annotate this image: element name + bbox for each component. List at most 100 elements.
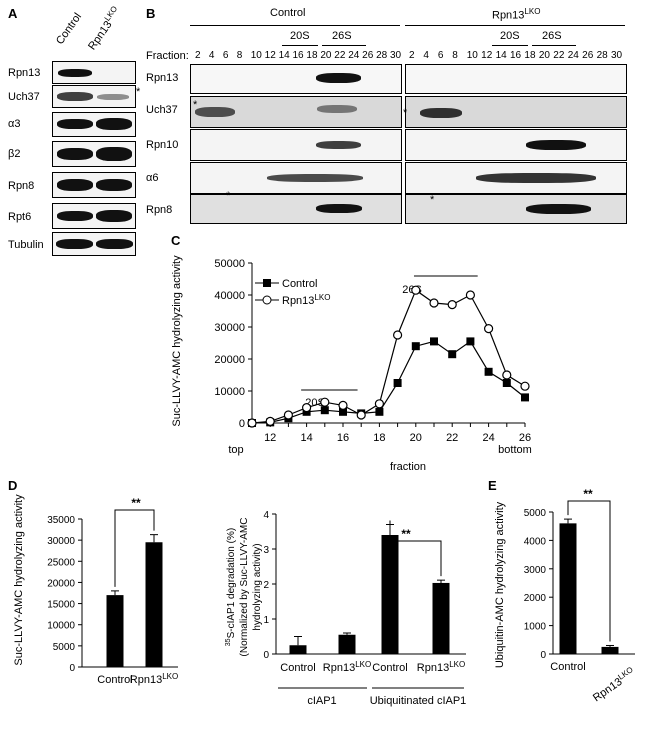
panel-label-a: A — [8, 6, 18, 21]
panel-e-ytick-label: 3000 — [524, 565, 547, 576]
panel-c-point-rpn13lko — [356, 410, 366, 420]
panel-c-top-label: top — [228, 444, 243, 456]
panel-d2-ytick-label: 4 — [263, 510, 269, 521]
panel-c-series-line-0 — [251, 340, 526, 424]
panel-d1-cat-control: Control — [97, 674, 132, 686]
panel-d2-cat-1: Rpn13LKO — [323, 660, 371, 674]
panel-a-blot-rpn13 — [52, 61, 136, 84]
panel-d2-cat-3: Rpn13LKO — [417, 660, 465, 674]
panel-c-bottom-label: bottom — [498, 444, 532, 456]
panel-c-legend-control: Control — [282, 278, 317, 290]
panel-e-bar — [601, 646, 619, 654]
panel-e-ytick-label: 1000 — [524, 622, 547, 633]
panel-b-sub-26s-right: 26S — [542, 30, 562, 42]
panel-c-xtick-label: 14 — [300, 432, 312, 444]
panel-d2-group-ciap1: cIAP1 — [307, 695, 336, 707]
panel-b-blot-alpha6-control — [190, 162, 402, 194]
panel-e-cat-control: Control — [550, 661, 585, 673]
panel-b-blot-rpn13-rpn13lko — [405, 64, 627, 94]
panel-c-point-control — [484, 367, 493, 376]
panel-a-star: * — [136, 86, 141, 98]
panel-e-ylabel: Ubiquitin-AMC hydrolyzing activity — [494, 501, 506, 668]
panel-e-ytick-label: 5000 — [524, 508, 547, 519]
panel-b-fraction-number: 24 — [348, 50, 360, 61]
panel-b-fraction-number: 22 — [334, 50, 346, 61]
panel-label-c: C — [171, 233, 181, 248]
panel-b-fraction-number: 6 — [222, 50, 229, 61]
panel-b-fraction-number: 8 — [236, 50, 243, 61]
panel-b-fraction-number: 2 — [409, 50, 415, 61]
panel-c-point-rpn13lko — [320, 397, 330, 407]
panel-b-blot-rpn10-rpn13lko — [405, 129, 627, 161]
panel-b-fraction-number: 18 — [306, 50, 318, 61]
panel-a-blot-alpha3 — [52, 112, 136, 137]
panel-b-fraction-number: 20 — [320, 50, 332, 61]
panel-b-star-rpn8-control: * — [226, 190, 231, 202]
panel-d2-cat-0: Control — [280, 662, 315, 674]
panel-b-star-rpn8-rpn13lko: * — [430, 194, 435, 206]
panel-b-sub-20s-left: 20S — [290, 30, 310, 42]
panel-c-xtick-label: 26 — [519, 432, 531, 444]
panel-d1-ytick-label: 25000 — [47, 557, 75, 568]
panel-a-blot-beta2 — [52, 141, 136, 167]
panel-b-fraction-number: 8 — [452, 50, 458, 61]
panel-d2-ylabel-line1: 35S-cIAP1 degradation (%) — [225, 528, 237, 646]
panel-c-series-line-1 — [251, 289, 526, 424]
panel-d1-cat-rpn13lko: Rpn13LKO — [130, 672, 178, 686]
panel-b: Control Rpn13LKO 20S 26S 20S 26S Fractio… — [0, 0, 649, 230]
panel-c-point-rpn13lko — [302, 403, 312, 413]
panel-c-xtick-label: 16 — [337, 432, 349, 444]
panel-c-legend-marker-control — [263, 279, 271, 287]
panel-a-row-uch37: Uch37 — [8, 91, 40, 103]
panel-d1-ytick-label: 35000 — [47, 515, 75, 526]
panel-b-row-alpha6: α6 — [146, 172, 159, 184]
panel-d2-ylabel-line3: hydrolyzing activity) — [252, 543, 263, 630]
panel-b-bracket-control — [190, 25, 400, 26]
panel-c-point-rpn13lko — [393, 330, 403, 340]
panel-b-fraction-number: 16 — [292, 50, 304, 61]
panel-c-xtick-label: 18 — [373, 432, 385, 444]
panel-b-row-rpn10: Rpn10 — [146, 139, 179, 151]
panel-b-row-rpn13: Rpn13 — [146, 72, 179, 84]
panel-b-blot-rpn13-control — [190, 64, 402, 94]
panel-b-fraction-number: 30 — [611, 50, 623, 61]
panel-b-fraction-number: 14 — [278, 50, 290, 61]
panel-a-row-rpn13: Rpn13 — [8, 67, 41, 79]
panel-c-point-rpn13lko — [484, 324, 494, 334]
panel-d2-ylabel-line2: (Normalized by Suc-LLVY-AMC — [239, 518, 250, 657]
panel-b-fraction-number: 6 — [437, 50, 444, 61]
panel-c-point-rpn13lko — [429, 298, 439, 308]
panel-e-sig-bracket — [567, 500, 611, 642]
panel-c-xlabel: fraction — [390, 461, 426, 473]
panel-c-point-control — [502, 379, 511, 387]
panel-b-group-control: Control — [270, 7, 306, 19]
panel-label-e: E — [488, 478, 497, 493]
panel-a-row-tubulin: Tubulin — [8, 239, 44, 251]
panel-c-xtick-label: 12 — [264, 432, 276, 444]
panel-d1-ytick-label: 20000 — [47, 578, 75, 589]
panel-label-d: D — [8, 478, 18, 493]
panel-d2-cat-2: Control — [372, 662, 407, 674]
panel-d2-ytick-label: 2 — [263, 580, 269, 591]
panel-d1-bar — [106, 595, 124, 667]
panel-e-bar — [559, 523, 577, 654]
panel-c-point-rpn13lko — [411, 285, 421, 295]
panel-c-point-rpn13lko — [247, 418, 257, 428]
panel-e-ytick-label: 2000 — [524, 593, 547, 604]
panel-b-blot-rpn8-control — [190, 194, 402, 224]
panel-b-fraction-label: Fraction: — [146, 50, 189, 62]
panel-c-point-rpn13lko — [338, 400, 348, 410]
panel-a-row-alpha3: α3 — [8, 118, 21, 130]
panel-b-fraction-number: 16 — [510, 50, 522, 61]
panel-d1-ytick-label: 5000 — [53, 642, 76, 653]
panel-b-fraction-number: 28 — [376, 50, 388, 61]
panel-b-group-rpn13lko: Rpn13LKO — [492, 7, 541, 22]
panel-c-point-control — [521, 393, 529, 402]
panel-d1-ytick-label: 10000 — [47, 621, 75, 632]
panel-c-ytick-label: 20000 — [214, 354, 245, 366]
panel-a-blot-tubulin — [52, 232, 136, 256]
panel-label-b: B — [146, 6, 156, 21]
panel-b-star-uch37-rpn13lko: * — [403, 107, 408, 119]
